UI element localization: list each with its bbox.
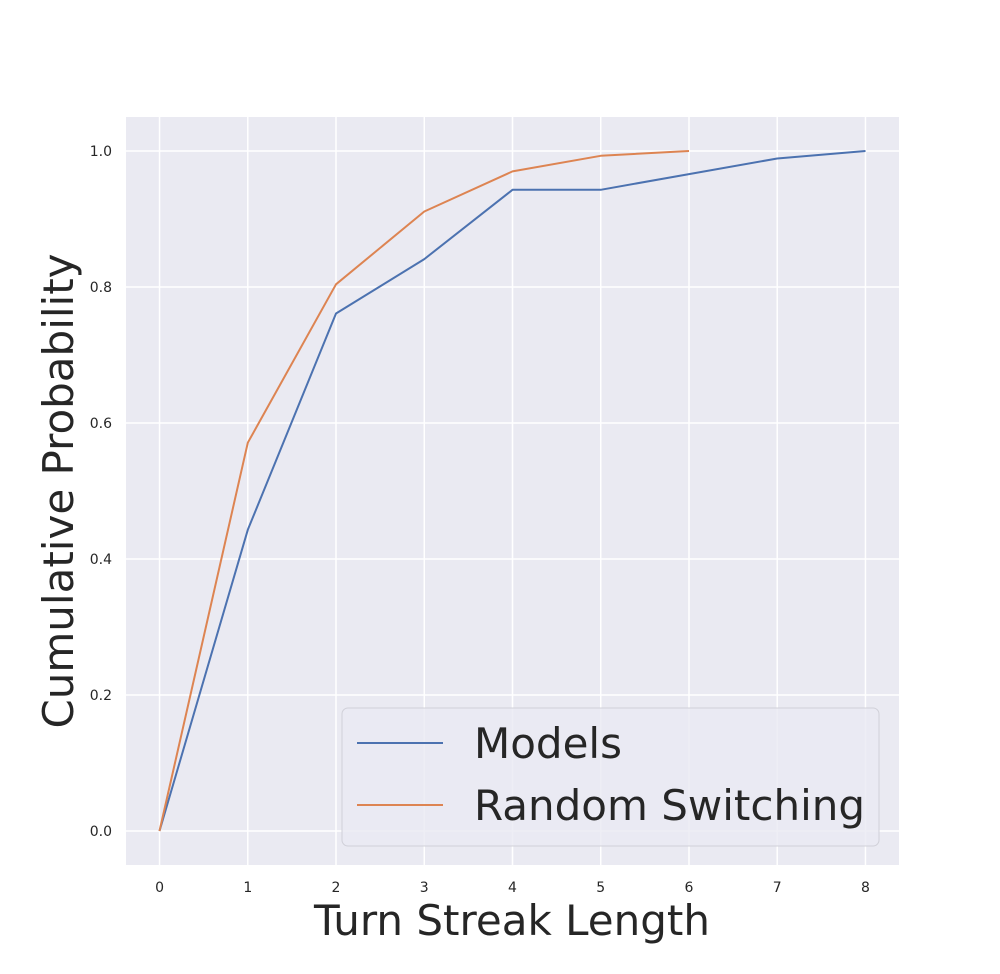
y-tick-label: 0.4 <box>90 552 112 568</box>
x-tick-label: 7 <box>773 880 782 896</box>
series-line-models <box>158 150 866 832</box>
x-axis-title: Turn Streak Length <box>313 896 710 945</box>
x-tick-label: 4 <box>508 880 517 896</box>
x-tick-label: 1 <box>243 880 252 896</box>
legend-label-models: Models <box>474 719 622 768</box>
x-tick-label: 3 <box>420 880 429 896</box>
x-tick-labels: 0 1 2 3 4 5 6 7 8 <box>155 880 870 896</box>
legend-box <box>341 707 880 847</box>
y-tick-labels: 0.0 0.2 0.4 0.6 0.8 1.0 <box>90 144 112 840</box>
y-axis-title: Cumulative Probability <box>34 253 83 728</box>
legend: Models Random Switching <box>341 707 880 847</box>
y-tick-label: 1.0 <box>90 144 112 160</box>
y-tick-label: 0.6 <box>90 416 112 432</box>
legend-label-random-switching: Random Switching <box>474 781 865 830</box>
series-lines <box>158 150 866 832</box>
x-tick-label: 5 <box>596 880 605 896</box>
x-tick-label: 6 <box>685 880 694 896</box>
y-tick-label: 0.2 <box>90 688 112 704</box>
series-line-random-switching <box>158 150 690 832</box>
x-tick-label: 2 <box>332 880 341 896</box>
y-tick-label: 0.8 <box>90 280 112 296</box>
x-tick-label: 8 <box>861 880 870 896</box>
x-tick-label: 0 <box>155 880 164 896</box>
y-tick-label: 0.0 <box>90 824 112 840</box>
